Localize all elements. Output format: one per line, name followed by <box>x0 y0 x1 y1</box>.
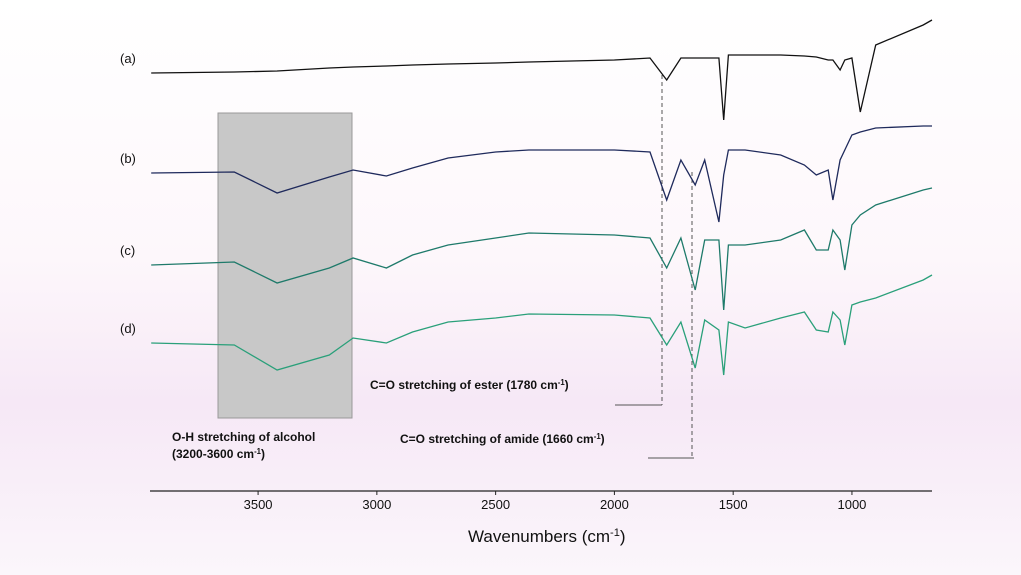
text-part: O-H stretching of alcohol <box>172 430 315 444</box>
text-part: ) <box>565 378 569 392</box>
text-part: C=O stretching of ester (1780 cm <box>370 378 558 392</box>
annotation: (3200-3600 cm-1) <box>172 447 265 462</box>
x-tick-label: 1500 <box>719 497 748 512</box>
oh-region <box>217 112 353 419</box>
text-part: C=O stretching of amide (1660 cm <box>400 432 594 446</box>
x-tick-label: 1000 <box>837 497 866 512</box>
spectrum-line <box>151 187 933 311</box>
series-label: (b) <box>120 151 136 166</box>
annotation: C=O stretching of amide (1660 cm-1) <box>400 432 605 447</box>
x-tick-label: 3000 <box>362 497 391 512</box>
text-part: Wavenumbers (cm <box>468 527 610 546</box>
text-part: (3200-3600 cm <box>172 447 254 461</box>
series-label: (d) <box>120 321 136 336</box>
text-part: ) <box>261 447 265 461</box>
x-tick-label: 2500 <box>481 497 510 512</box>
superscript: -1 <box>558 378 566 387</box>
spectrum-line <box>151 274 933 376</box>
superscript: -1 <box>594 432 602 441</box>
annotation: C=O stretching of ester (1780 cm-1) <box>370 378 569 393</box>
superscript: -1 <box>610 527 620 539</box>
superscript: -1 <box>254 447 262 456</box>
x-tick-label: 3500 <box>244 497 273 512</box>
series-label: (c) <box>120 243 135 258</box>
series-label: (a) <box>120 51 136 66</box>
text-part: ) <box>601 432 605 446</box>
x-axis-title: Wavenumbers (cm-1) <box>468 527 626 546</box>
text-part: ) <box>620 527 626 546</box>
spectrum-line <box>151 19 933 121</box>
spectrum-line <box>151 125 932 223</box>
annotation: O-H stretching of alcohol <box>172 430 315 444</box>
x-tick-label: 2000 <box>600 497 629 512</box>
